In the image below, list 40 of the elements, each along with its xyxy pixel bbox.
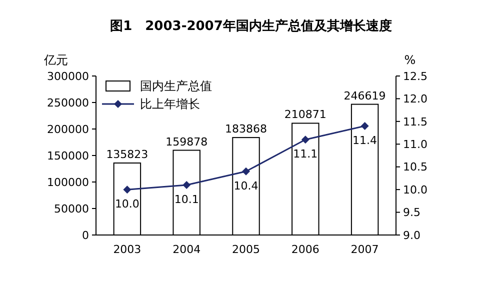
y-tick-label: 200000 (47, 122, 89, 136)
y2-axis-title: % (404, 53, 416, 67)
point (360, 122, 369, 130)
y2-tick-label: 11.5 (403, 115, 428, 128)
data-label: 11.1 (293, 148, 318, 161)
point (242, 167, 250, 176)
y2-tick-label: 10.0 (403, 183, 428, 196)
data-label: 11.4 (352, 134, 378, 147)
y-tick-label: 150000 (47, 149, 89, 162)
y2-tick-label: 12.0 (403, 92, 428, 106)
point (182, 181, 191, 190)
y-tick-label: 300000 (47, 70, 89, 83)
y2-tick-label: 10.5 (403, 160, 428, 174)
legend-label: 国内生产总值 (140, 79, 212, 94)
data-label: 10.4 (234, 179, 258, 192)
x-tick-label: 2005 (232, 243, 260, 256)
x-tick-label: 2003 (113, 243, 142, 256)
y-tick-label: 50000 (54, 202, 89, 216)
x-tick-label: 2004 (172, 243, 201, 256)
data-label: 210871 (284, 108, 326, 122)
data-label: 135823 (106, 148, 148, 162)
data-label: 183868 (225, 122, 267, 136)
y2-tick-label: 11.0 (403, 138, 428, 151)
y-axis-title: 亿元 (43, 53, 68, 67)
data-label: 159878 (166, 135, 208, 148)
data-label: 10.1 (174, 193, 199, 206)
x-tick-label: 2007 (350, 243, 379, 256)
y2-tick-label: 12.5 (403, 70, 428, 83)
y-tick-label: 0 (82, 228, 89, 242)
y2-tick-label: 9.5 (403, 206, 420, 220)
point (301, 136, 310, 144)
y2-tick-label: 9.0 (403, 228, 420, 242)
data-label: 10.0 (114, 198, 140, 211)
point (123, 186, 132, 194)
y-tick-label: 100000 (47, 176, 89, 189)
data-label: 246619 (344, 89, 386, 102)
x-tick-label: 2006 (291, 243, 320, 256)
legend-label: 比上年增长 (140, 97, 200, 112)
chart-title: 图1 2003-2007年国内生产总值及其增长速度 (110, 18, 392, 34)
y-tick-label: 250000 (47, 96, 89, 110)
